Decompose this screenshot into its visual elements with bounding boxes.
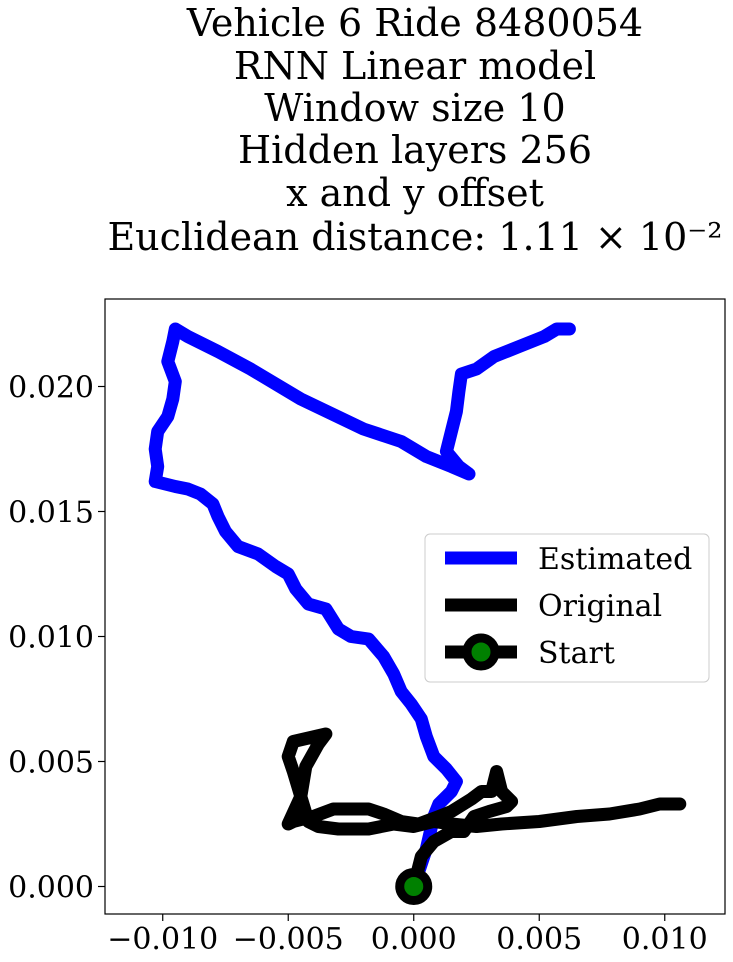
title-line-1: Vehicle 6 Ride 8480054 bbox=[186, 1, 643, 45]
series-line-original bbox=[281, 727, 687, 893]
title-line-3: Window size 10 bbox=[264, 86, 565, 130]
legend-label-start: Start bbox=[538, 636, 615, 671]
legend-start-marker bbox=[462, 633, 500, 671]
start-marker bbox=[395, 868, 433, 905]
x-tick-label: 0.005 bbox=[496, 922, 582, 957]
chart-title: Vehicle 6 Ride 8480054 RNN Linear model … bbox=[107, 1, 722, 259]
title-line-2: RNN Linear model bbox=[234, 44, 596, 88]
title-line-4: Hidden layers 256 bbox=[238, 128, 592, 172]
x-tick-label: 0.000 bbox=[371, 922, 457, 957]
y-tick-label: 0.020 bbox=[8, 371, 94, 406]
plot-area bbox=[148, 322, 687, 905]
x-tick-label: 0.010 bbox=[622, 922, 708, 957]
y-tick-label: 0.000 bbox=[8, 871, 94, 906]
x-tick-label: −0.010 bbox=[107, 922, 218, 957]
y-tick-label: 0.010 bbox=[8, 621, 94, 656]
y-tick-label: 0.005 bbox=[8, 746, 94, 781]
axes: −0.010 −0.005 0.000 0.005 0.010 0.000 0.005 0.0… bbox=[8, 298, 726, 957]
y-tick-label: 0.015 bbox=[8, 496, 94, 531]
axes-frame bbox=[104, 298, 726, 915]
series-line-estimated bbox=[148, 322, 576, 893]
title-line-6: Euclidean distance: 1.11 × 10⁻² bbox=[107, 215, 722, 259]
x-tick-label: −0.005 bbox=[233, 922, 344, 957]
legend: Estimated Original Start bbox=[424, 533, 710, 683]
legend-label-estimated: Estimated bbox=[538, 542, 692, 577]
legend-label-original: Original bbox=[538, 589, 662, 624]
title-line-5: x and y offset bbox=[286, 171, 544, 215]
